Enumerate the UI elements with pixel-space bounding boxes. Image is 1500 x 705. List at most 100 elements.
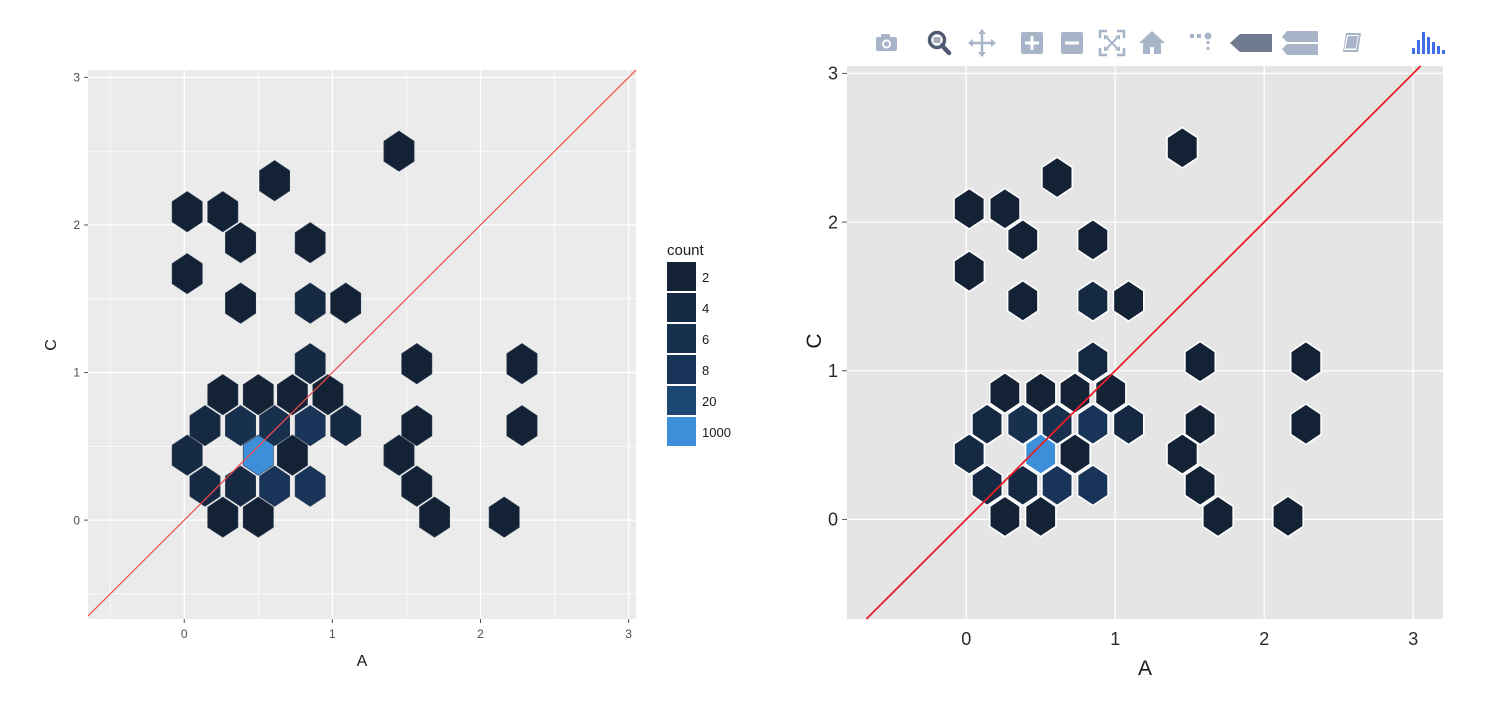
hexbin-cell[interactable]: [1076, 218, 1109, 262]
hexbin-cell: [383, 434, 415, 476]
x-tick-label: 2: [1259, 629, 1269, 649]
zoom-icon[interactable]: [922, 26, 958, 60]
hexbin-cell: [225, 282, 256, 324]
hexbin-cell[interactable]: [1058, 432, 1092, 476]
zoom-in-icon[interactable]: [1014, 26, 1050, 60]
legend-swatch: [667, 262, 696, 291]
home-icon[interactable]: [1134, 26, 1170, 60]
hexbin-cell: [207, 374, 239, 416]
hexbin-cell[interactable]: [1024, 432, 1057, 476]
hexbin-cell[interactable]: [971, 402, 1004, 446]
hexbin-cell[interactable]: [1024, 495, 1057, 538]
legend-label: 4: [702, 301, 709, 316]
hexbin-cell[interactable]: [1184, 463, 1217, 507]
hexbin-cell: [401, 405, 433, 447]
hexbin-cell: [294, 343, 326, 385]
hover-closest-icon[interactable]: [1228, 26, 1274, 60]
y-tick-label: 2: [73, 218, 80, 232]
hexbin-cell: [259, 465, 291, 507]
legend-swatch: [667, 324, 696, 353]
hexbin-cell[interactable]: [1166, 432, 1199, 476]
right-axes: 0 1 2 3 0 1 2 3: [828, 64, 1418, 649]
hexbin-cell[interactable]: [971, 463, 1004, 507]
left-x-axis-label: A: [357, 653, 368, 670]
hexbin-cell[interactable]: [1076, 463, 1109, 507]
x-tick-label: 1: [329, 627, 336, 641]
hexbin-cell[interactable]: [1041, 463, 1074, 507]
hexbin-cell: [506, 405, 538, 447]
hexbin-cell[interactable]: [988, 495, 1021, 538]
legend-swatch: [667, 355, 696, 384]
hexbin-cell: [207, 496, 239, 538]
hexbin-cell: [189, 465, 221, 507]
hexbin-cell: [225, 405, 256, 447]
hexbin-cell[interactable]: [1166, 126, 1199, 170]
plotly-hexbin-chart[interactable]: 0 1 2 3 0 1 2 3 A C: [760, 0, 1500, 705]
legend-label: 20: [702, 394, 716, 409]
right-plot-panel[interactable]: [847, 66, 1443, 619]
hexbin-cell: [383, 130, 415, 172]
hexbin-cell[interactable]: [1006, 463, 1039, 507]
edit-chart-icon[interactable]: [1334, 26, 1370, 60]
hexbin-cell[interactable]: [953, 187, 986, 230]
legend-swatch: [667, 386, 696, 415]
hexbin-cell[interactable]: [1201, 495, 1235, 538]
hexbin-cell: [294, 405, 326, 447]
ggplot-hexbin-chart: 0 1 2 3 0 1 2 3 A C count 2 4 6 8 20 1000: [43, 69, 731, 670]
legend-swatch: [667, 293, 696, 322]
hexbin-cell[interactable]: [1006, 218, 1039, 262]
hexbin-cell[interactable]: [1112, 402, 1145, 446]
hexbin-cell[interactable]: [988, 187, 1021, 230]
legend: count 2 4 6 8 20 1000: [667, 242, 731, 446]
legend-title: count: [667, 242, 705, 259]
hexbin-cell: [330, 405, 362, 447]
x-tick-label: 0: [181, 627, 188, 641]
right-hexbins: [953, 126, 1322, 538]
hexbin-cell[interactable]: [953, 249, 986, 293]
zoom-out-icon[interactable]: [1054, 26, 1090, 60]
hexbin-cell[interactable]: [988, 371, 1021, 415]
hexbin-cell[interactable]: [1184, 402, 1217, 446]
hexbin-cell[interactable]: [1006, 402, 1039, 446]
y-tick-label: 0: [73, 513, 80, 527]
hexbin-cell: [242, 496, 274, 538]
hexbin-cell[interactable]: [953, 432, 986, 476]
hexbin-cell: [189, 405, 221, 447]
hexbin-cell[interactable]: [1041, 156, 1074, 199]
hexbin-cell[interactable]: [1076, 279, 1109, 323]
hexbin-cell[interactable]: [1289, 402, 1322, 446]
hexbin-cell: [207, 191, 239, 233]
y-tick-label: 3: [73, 71, 80, 85]
hover-compare-icon[interactable]: [1280, 26, 1320, 60]
hexbin-cell[interactable]: [1076, 340, 1109, 384]
x-tick-label: 3: [625, 627, 632, 641]
left-hexbins: [171, 130, 538, 538]
spikelines-icon[interactable]: [1182, 26, 1218, 60]
y-tick-label: 1: [828, 361, 838, 381]
hexbin-cell: [225, 465, 256, 507]
right-y-axis-label: C: [803, 333, 826, 348]
hexbin-cell: [242, 434, 274, 476]
left-gridlines: [88, 70, 636, 619]
right-gridlines: [847, 66, 1443, 619]
autoscale-icon[interactable]: [1094, 26, 1130, 60]
hexbin-cell: [294, 465, 326, 507]
hexbin-cell: [419, 496, 451, 538]
pan-icon[interactable]: [964, 26, 1000, 60]
y-tick-label: 3: [828, 64, 838, 84]
hexbin-cell: [294, 222, 326, 264]
hexbin-cell[interactable]: [1112, 279, 1145, 323]
hexbin-cell[interactable]: [1289, 340, 1322, 384]
x-tick-label: 3: [1408, 629, 1418, 649]
left-axes: 0 1 2 3 0 1 2 3: [73, 71, 632, 641]
hexbin-cell[interactable]: [1006, 279, 1039, 323]
camera-icon[interactable]: [868, 26, 904, 60]
hexbin-cell[interactable]: [1271, 495, 1305, 538]
plotly-logo-icon[interactable]: [1406, 26, 1452, 60]
right-reference-line: [865, 65, 1422, 620]
hexbin-cell: [276, 434, 308, 476]
hexbin-cell[interactable]: [1076, 402, 1109, 446]
x-tick-label: 1: [1110, 629, 1120, 649]
hexbin-cell[interactable]: [1184, 340, 1217, 384]
hexbin-cell[interactable]: [1024, 371, 1057, 415]
